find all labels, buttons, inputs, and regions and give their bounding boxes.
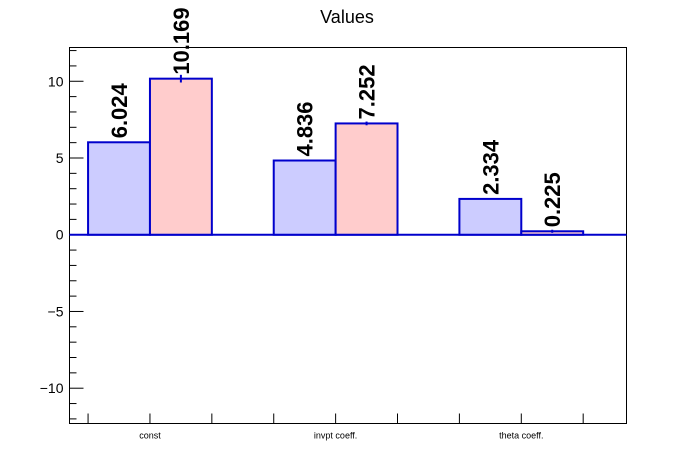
bar [87,141,151,236]
x-category-label: invpt coeff. [314,431,357,441]
y-tick-label: 0 [56,227,64,243]
bar [148,77,213,236]
bar [272,159,337,236]
y-tick-label: −10 [40,380,64,396]
x-axis: const invpt coeff. theta coeff. [69,233,627,441]
chart-title: Values [320,7,374,27]
bar [458,197,523,236]
data-label: 4.836 [293,101,318,156]
bars-group [87,74,585,236]
bar [334,122,399,236]
y-tick-label: −5 [48,303,64,319]
data-label: 0.225 [540,172,565,227]
data-label: 10.169 [169,7,194,74]
data-labels-group: 6.024 4.836 2.334 10.169 7.252 0.225 [107,7,565,227]
y-tick-label: 10 [48,73,64,89]
data-label: 2.334 [478,139,503,195]
x-category-label: const [139,431,161,441]
x-category-label: theta coeff. [499,431,543,441]
data-label: 6.024 [107,82,132,138]
y-tick-label: 5 [56,150,64,166]
data-label: 7.252 [355,64,380,119]
